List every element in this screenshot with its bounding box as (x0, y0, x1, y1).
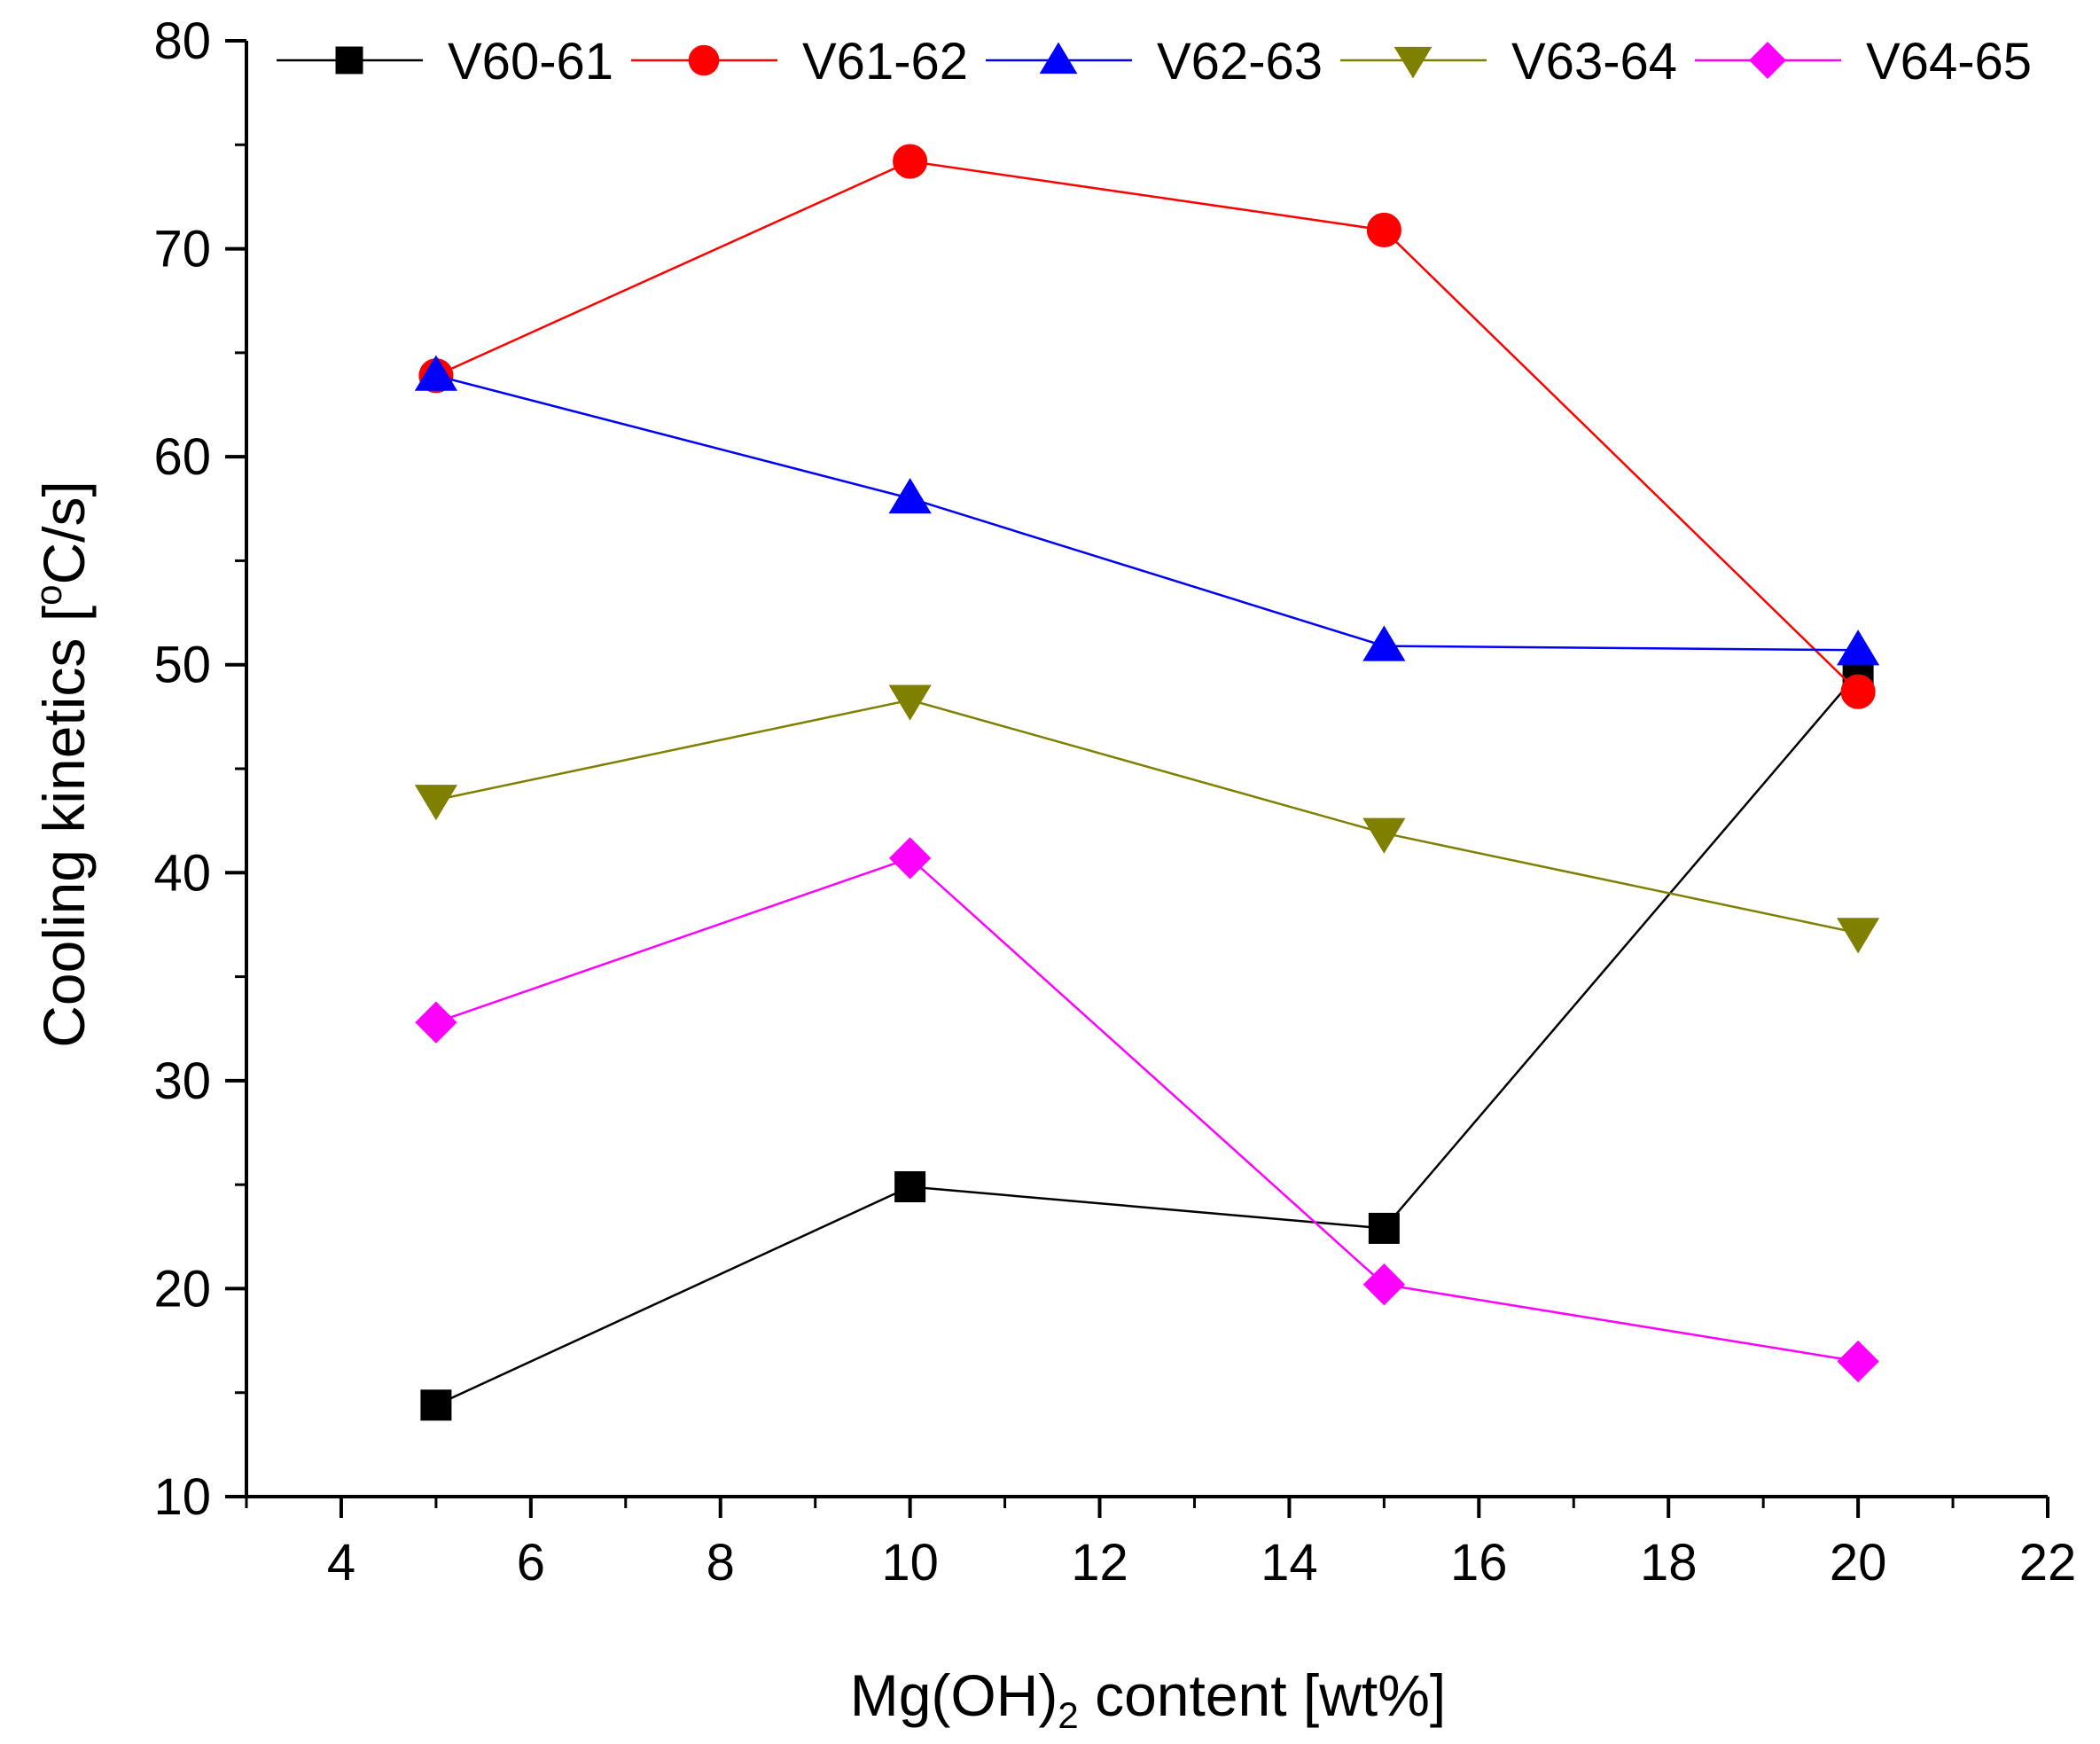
legend-item-V64-65: V64-65 (1695, 33, 2032, 90)
series-line (435, 374, 1859, 652)
y-tick-label: 40 (153, 844, 211, 902)
data-point (1837, 1340, 1879, 1383)
legend-label: V63-64 (1511, 33, 1677, 90)
data-point (888, 477, 932, 514)
legend-marker (1039, 42, 1078, 74)
data-point (414, 355, 457, 391)
data-point (420, 1389, 452, 1421)
data-point (1366, 212, 1401, 247)
x-tick-label: 4 (327, 1534, 355, 1591)
data-point (1362, 1263, 1406, 1306)
legend-marker (1749, 42, 1786, 79)
data-point (1837, 630, 1880, 666)
data-point (1840, 674, 1876, 709)
data-point (894, 1170, 926, 1202)
data-point (888, 837, 932, 880)
data-point (888, 684, 932, 721)
legend-label: V60-61 (448, 33, 613, 90)
y-axis-title: Cooling kinetics [oC/s] (27, 481, 97, 1048)
x-tick-label: 6 (517, 1534, 545, 1591)
y-tick-label: 70 (153, 221, 211, 278)
data-point (1368, 1212, 1400, 1244)
y-tick-label: 20 (153, 1260, 211, 1318)
x-tick-label: 14 (1261, 1534, 1318, 1591)
series-layer (414, 144, 1880, 1421)
series-V60-61 (420, 657, 1874, 1421)
data-point (893, 144, 928, 179)
x-tick-label: 22 (2019, 1534, 2077, 1591)
series-line (435, 856, 1859, 1363)
series-line (435, 672, 1860, 1406)
y-tick-label: 60 (153, 428, 211, 486)
data-point (414, 785, 457, 821)
data-point (1837, 918, 1880, 954)
legend-item-V63-64: V63-64 (1340, 33, 1677, 90)
legend-item-V61-62: V61-62 (631, 33, 968, 90)
x-tick-label: 12 (1071, 1534, 1128, 1591)
series-line (435, 699, 1859, 935)
legend-marker (1393, 46, 1433, 79)
data-point (1362, 817, 1406, 854)
legend-label: V64-65 (1866, 33, 2032, 90)
y-tick-label: 30 (153, 1052, 211, 1110)
x-tick-label: 18 (1640, 1534, 1698, 1591)
x-tick-label: 10 (881, 1534, 939, 1591)
series-V61-62 (418, 144, 1876, 709)
y-tick-label: 80 (153, 12, 211, 70)
data-point (1362, 625, 1406, 661)
series-V63-64 (414, 684, 1880, 954)
y-tick-label: 10 (153, 1468, 211, 1526)
x-axis-title: Mg(OH)2 content [wt%] (850, 1662, 1447, 1736)
series-V62-63 (414, 355, 1880, 666)
legend-label: V61-62 (802, 33, 968, 90)
data-point (415, 1001, 457, 1044)
x-tick-label: 8 (707, 1534, 735, 1591)
series-line (435, 160, 1859, 693)
axes: 4 6 8 10 12 14 16 18 20 22 10 20 30 40 50 60 70 80 (153, 12, 2076, 1591)
legend: V60-61 V61-62 V62-63 V63-64 V64-65 (277, 33, 2032, 90)
y-tick-label: 50 (153, 637, 211, 694)
x-tick-label: 20 (1830, 1534, 1887, 1591)
legend-item-V62-63: V62-63 (986, 33, 1323, 90)
legend-marker (688, 44, 720, 76)
series-V64-65 (415, 837, 1879, 1383)
legend-marker (335, 46, 363, 74)
x-tick-label: 16 (1450, 1534, 1508, 1591)
legend-item-V60-61: V60-61 (277, 33, 613, 90)
legend-label: V62-63 (1157, 33, 1323, 90)
